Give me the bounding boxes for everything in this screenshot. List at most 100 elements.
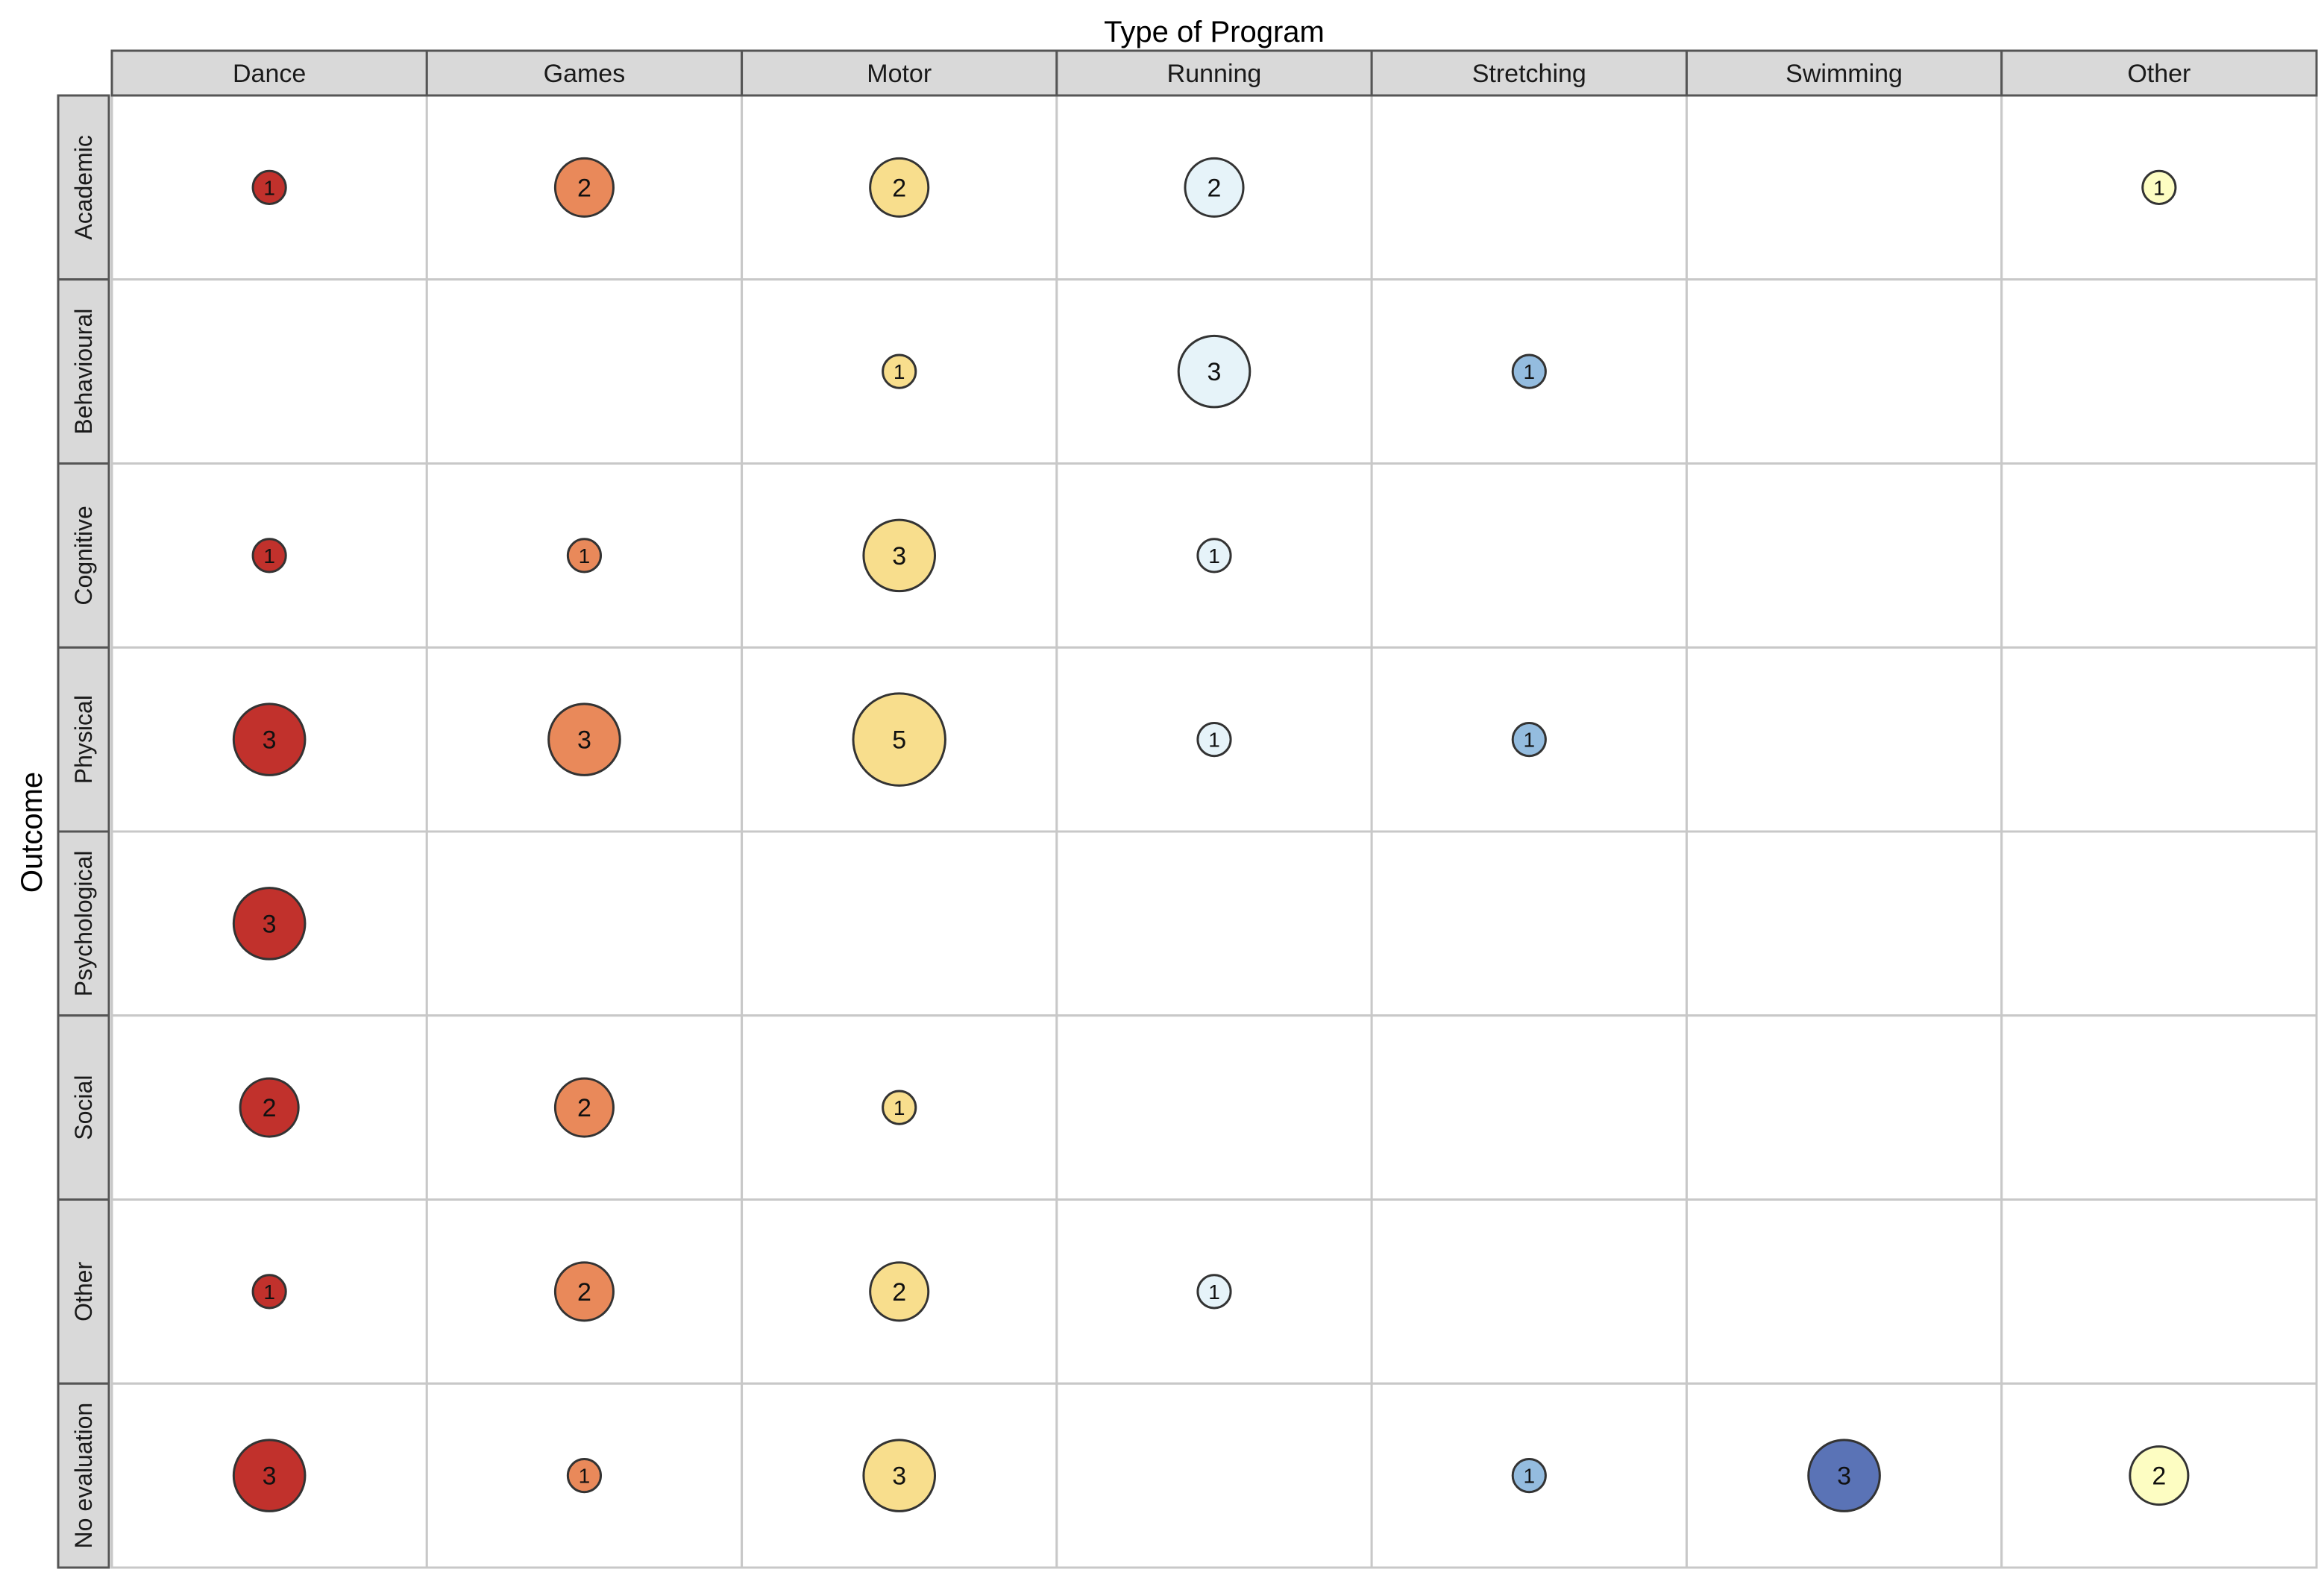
row-label-physical: Physical [70,695,97,784]
row-label-other: Other [70,1262,97,1321]
row-label-cognitive: Cognitive [70,506,97,605]
bubble-label-academic-motor: 2 [892,174,906,202]
bubble-no-evaluation-stretching [1511,1458,1547,1494]
row-strip-social [57,1014,110,1201]
grid-cell-academic-stretching [1370,94,1688,281]
bubble-label-cognitive-running: 1 [1208,544,1220,568]
bubble-label-physical-stretching: 1 [1523,729,1535,752]
bubble-label-other-motor: 2 [892,1278,906,1307]
column-strip-other [2000,49,2318,97]
bubble-label-no-evaluation-motor: 3 [892,1462,906,1491]
grid-cell-cognitive-other [2000,462,2318,649]
grid-cell-psychological-motor [741,830,1058,1017]
bubble-no-evaluation-motor [862,1439,937,1512]
bubble-physical-dance [232,703,307,776]
bubble-other-games [553,1261,615,1322]
bubble-cognitive-running [1196,538,1232,573]
bubble-academic-games [553,157,615,218]
bubble-academic-motor [869,157,930,218]
grid-cell-physical-games [425,646,744,833]
grid-cell-psychological-stretching [1370,830,1688,1017]
column-label-games: Games [544,60,626,88]
row-label-behavioural: Behavioural [70,309,97,435]
column-label-stretching: Stretching [1472,60,1586,88]
y-axis-title: Outcome [16,772,48,893]
bubble-social-motor [882,1090,917,1125]
grid-cell-cognitive-stretching [1370,462,1688,649]
bubble-label-academic-games: 2 [577,174,591,202]
row-strip-physical [57,646,110,833]
bubble-psychological-dance [232,887,307,961]
bubble-no-evaluation-games [566,1458,603,1494]
grid-cell-behavioural-swimming [1685,278,2003,465]
bubble-physical-games [547,703,621,776]
grid-cell-psychological-other [2000,830,2318,1017]
bubble-other-running [1196,1274,1232,1310]
grid-cell-cognitive-swimming [1685,462,2003,649]
bubble-label-social-games: 2 [577,1094,591,1122]
grid-cell-social-other [2000,1014,2318,1201]
bubble-label-academic-other: 1 [2153,176,2165,199]
bubble-behavioural-motor [882,353,917,389]
grid-cell-social-stretching [1370,1014,1688,1201]
row-strip-no-evaluation [57,1382,110,1569]
bubble-layer: 1 2 2 2 1 1 3 1 1 1 3 1 3 3 5 1 1 3 2 2 1 1 2 2 1 3 1 3 1 3 2 [232,157,2190,1512]
bubble-other-dance [251,1274,287,1310]
column-strip-swimming [1685,49,2003,97]
bubble-label-social-motor: 1 [894,1096,905,1119]
grid-cell-academic-swimming [1685,94,2003,281]
bubble-other-motor [869,1261,930,1322]
grid-cell-behavioural-dance [110,278,428,465]
bubble-label-no-evaluation-stretching: 1 [1523,1465,1535,1488]
row-label-social: Social [70,1075,97,1140]
bubble-label-physical-running: 1 [1208,729,1220,752]
grid-cell-physical-swimming [1685,646,2003,833]
row-label-academic: Academic [70,135,97,240]
bubble-label-cognitive-dance: 1 [263,544,275,568]
bubble-physical-running [1196,722,1232,758]
bubble-label-no-evaluation-games: 1 [579,1465,591,1488]
bubble-label-academic-running: 2 [1207,174,1222,202]
grid-cell-psychological-swimming [1685,830,2003,1017]
bubble-no-evaluation-other [2129,1445,2190,1506]
bubble-cognitive-motor [862,518,937,593]
column-label-swimming: Swimming [1786,60,1903,88]
grid-cell-psychological-running [1055,830,1373,1017]
row-strip-psychological [57,830,110,1017]
bubble-label-physical-motor: 5 [892,726,906,755]
bubble-cognitive-dance [251,538,287,573]
grid-cell-no-evaluation-running [1055,1382,1373,1569]
grid-layer [110,94,2318,1569]
bubble-label-no-evaluation-swimming: 3 [1837,1462,1851,1491]
column-strip-games [425,49,744,97]
bubble-label-academic-dance: 1 [263,176,275,199]
grid-cell-social-swimming [1685,1014,2003,1201]
grid-cell-physical-other [2000,646,2318,833]
bubble-label-physical-dance: 3 [263,726,277,755]
bubble-no-evaluation-dance [232,1439,307,1512]
bubble-no-evaluation-swimming [1807,1439,1881,1512]
bubble-label-no-evaluation-other: 2 [2152,1462,2166,1491]
column-label-dance: Dance [233,60,306,88]
grid-cell-other-swimming [1685,1198,2003,1385]
bubble-behavioural-stretching [1511,353,1547,389]
bubble-academic-dance [251,169,287,205]
bubble-label-behavioural-stretching: 1 [1523,360,1535,383]
grid-cell-behavioural-games [425,278,744,465]
row-label-no-evaluation: No evaluation [70,1403,97,1549]
bubble-label-physical-games: 3 [577,726,591,755]
column-label-motor: Motor [867,60,932,88]
bubble-label-other-games: 2 [577,1278,591,1307]
grid-cell-other-dance [110,1198,428,1385]
bubble-social-games [553,1077,615,1138]
bubble-label-behavioural-running: 3 [1207,358,1222,386]
bubble-label-other-running: 1 [1208,1280,1220,1304]
grid-cell-social-running [1055,1014,1373,1201]
bubble-physical-stretching [1511,722,1547,758]
grid-cell-psychological-games [425,830,744,1017]
strip-layer: Dance Games Motor Running Stretching Swimming… [57,49,2318,1569]
row-label-psychological: Psychological [70,851,97,997]
bubble-label-cognitive-motor: 3 [892,542,906,571]
bubble-academic-other [2141,169,2177,205]
